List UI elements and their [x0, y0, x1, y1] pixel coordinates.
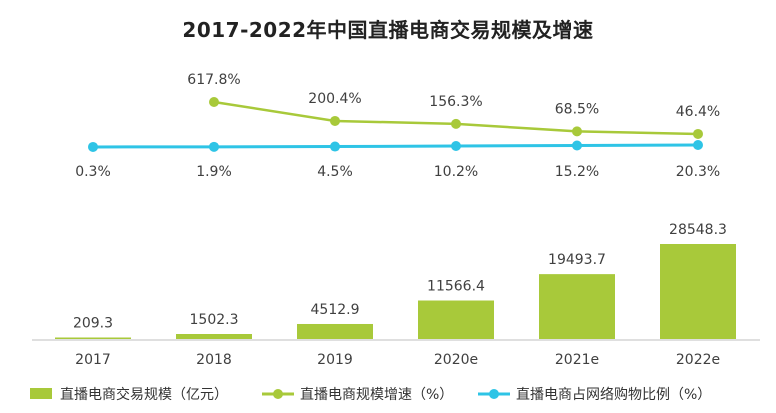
- x-tick-2019: 2019: [317, 352, 353, 368]
- share-label-2022e: 20.3%: [676, 164, 720, 180]
- x-tick-2018: 2018: [196, 352, 232, 368]
- x-axis-ticks: 2017 2018 2019 2020e 2021e 2022e: [75, 352, 720, 368]
- share-point-2020e: [451, 140, 461, 151]
- growth-label-2021e: 68.5%: [555, 101, 599, 117]
- share-label-2017: 0.3%: [75, 164, 111, 180]
- bar-value-label-2021e: 19493.7: [548, 252, 606, 268]
- share-label-2021e: 15.2%: [555, 164, 599, 180]
- bar-value-label-2019: 4512.9: [311, 302, 360, 318]
- bar-2020e: [418, 300, 494, 339]
- share-label-2019: 4.5%: [317, 164, 353, 180]
- growth-label-2018: 617.8%: [187, 72, 240, 88]
- growth-point-2021e: [572, 126, 582, 137]
- share-point-2022e: [693, 140, 703, 150]
- growth-point-2019: [330, 115, 340, 126]
- x-tick-2017: 2017: [75, 352, 111, 368]
- legend-label-growth: 直播电商规模增速（%）: [300, 386, 453, 403]
- share-label-2020e: 10.2%: [434, 164, 478, 180]
- x-tick-2020e: 2020e: [434, 352, 478, 368]
- bar-2019: [297, 323, 373, 339]
- share-label-2018: 1.9%: [196, 164, 232, 180]
- bar-value-label-2017: 209.3: [73, 316, 113, 332]
- bar-value-label-2020e: 11566.4: [427, 279, 485, 295]
- share-point-2019: [330, 141, 340, 152]
- share-line: [92, 143, 699, 149]
- x-tick-2021e: 2021e: [555, 352, 599, 368]
- growth-label-2022e: 46.4%: [676, 104, 720, 120]
- bar-2017: [55, 337, 131, 339]
- bar-2018: [176, 334, 252, 339]
- growth-label-2020e: 156.3%: [429, 94, 482, 110]
- share-point-2018: [209, 141, 219, 152]
- chart-title: 2017-2022年中国直播电商交易规模及增速: [182, 18, 594, 42]
- legend-swatch-share-marker: [489, 389, 499, 399]
- line-series-layer: 0.3% 1.9% 4.5% 10.2% 15.2% 20.3% 617.8% 200.4% 1…: [75, 72, 720, 180]
- legend-swatch-growth-marker: [273, 389, 283, 399]
- legend-label-bar: 直播电商交易规模（亿元）: [60, 386, 228, 403]
- bar-2022e: [660, 244, 736, 339]
- growth-label-2019: 200.4%: [308, 91, 361, 107]
- legend-label-share: 直播电商占网络购物比例（%）: [516, 386, 711, 403]
- share-point-2021e: [572, 140, 582, 151]
- share-point-2017: [88, 141, 98, 152]
- bar-value-label-2022e: 28548.3: [669, 222, 727, 238]
- bar-value-label-2018: 1502.3: [190, 312, 239, 328]
- growth-point-2022e: [693, 128, 703, 139]
- bar-series-layer: 209.3 1502.3 4512.9 11566.4 19493.7 28548.3: [55, 222, 736, 339]
- x-tick-2022e: 2022e: [676, 352, 720, 368]
- legend-swatch-bar: [30, 388, 52, 399]
- growth-point-2018: [209, 97, 219, 107]
- growth-point-2020e: [451, 118, 461, 129]
- legend: 直播电商交易规模（亿元） 直播电商规模增速（%） 直播电商占网络购物比例（%）: [30, 386, 711, 403]
- bar-2021e: [539, 274, 615, 339]
